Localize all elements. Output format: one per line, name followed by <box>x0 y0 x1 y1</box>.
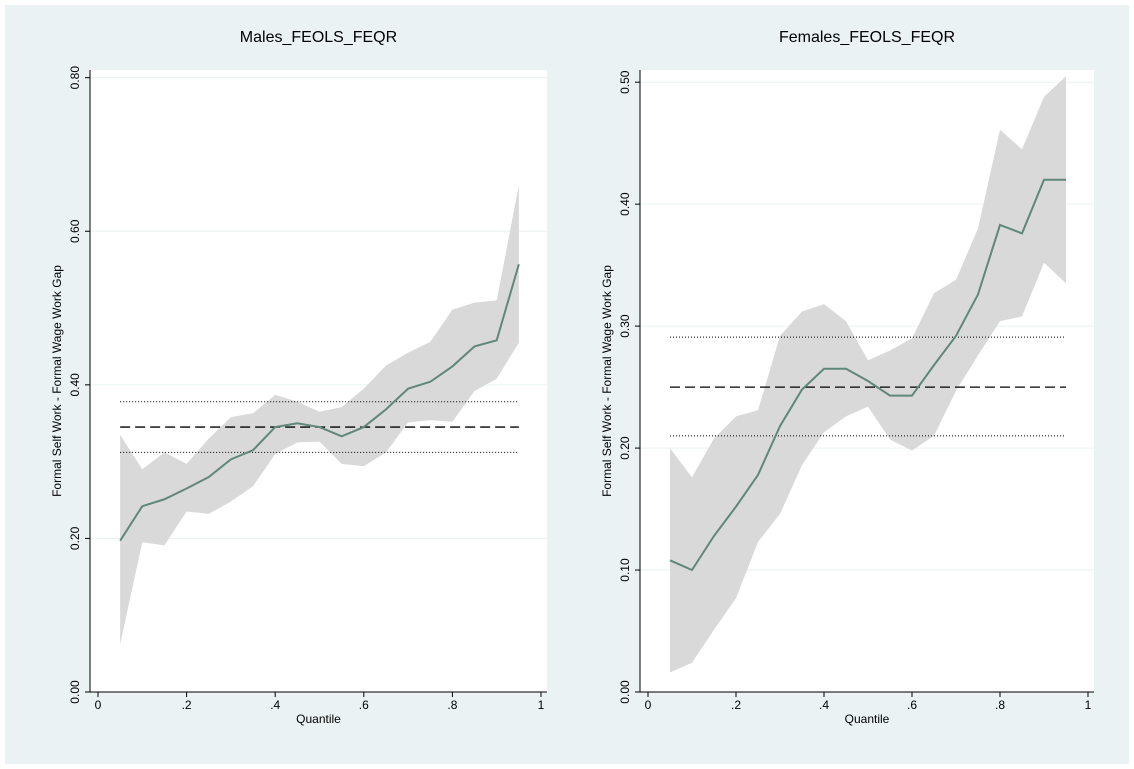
y-tick-label: 0.00 <box>618 680 632 704</box>
x-tick-label: 1 <box>538 698 545 712</box>
confidence-band <box>670 76 1066 673</box>
confidence-band <box>120 185 519 645</box>
x-tick-label: .2 <box>182 698 192 712</box>
estimate-line <box>669 178 1066 572</box>
x-tick-label: .2 <box>731 698 741 712</box>
x-tick-label: .8 <box>995 698 1005 712</box>
x-tick-label: 0 <box>95 698 102 712</box>
y-tick-label: 0.20 <box>618 436 632 460</box>
y-tick-label: 0.20 <box>68 526 82 550</box>
y-tick-label: 0.00 <box>68 680 82 704</box>
x-tick-label: .4 <box>270 698 280 712</box>
chart-title: Males_FEOLS_FEQR <box>240 29 397 46</box>
x-axis-label: Quantile <box>296 712 341 726</box>
x-axis-label: Quantile <box>845 712 890 726</box>
chart-title: Females_FEOLS_FEQR <box>779 29 955 46</box>
x-tick-label: 0 <box>645 698 652 712</box>
y-axis-label: Formal Self Work - Formal Wage Work Gap <box>50 265 64 497</box>
y-tick-label: 0.50 <box>618 70 632 94</box>
y-tick-label: 0.40 <box>618 192 632 216</box>
x-tick-label: 1 <box>1085 698 1092 712</box>
x-tick-label: .4 <box>819 698 829 712</box>
y-tick-label: 0.40 <box>68 373 82 397</box>
y-tick-label: 0.30 <box>618 314 632 338</box>
y-axis-label: Formal Self Work - Formal Wage Work Gap <box>600 265 614 497</box>
estimate-line <box>119 263 520 542</box>
y-tick-label: 0.10 <box>618 558 632 582</box>
x-tick-label: .6 <box>359 698 369 712</box>
y-tick-label: 0.60 <box>68 219 82 243</box>
x-tick-label: .8 <box>447 698 457 712</box>
y-tick-label: 0.80 <box>68 66 82 90</box>
x-tick-label: .6 <box>907 698 917 712</box>
